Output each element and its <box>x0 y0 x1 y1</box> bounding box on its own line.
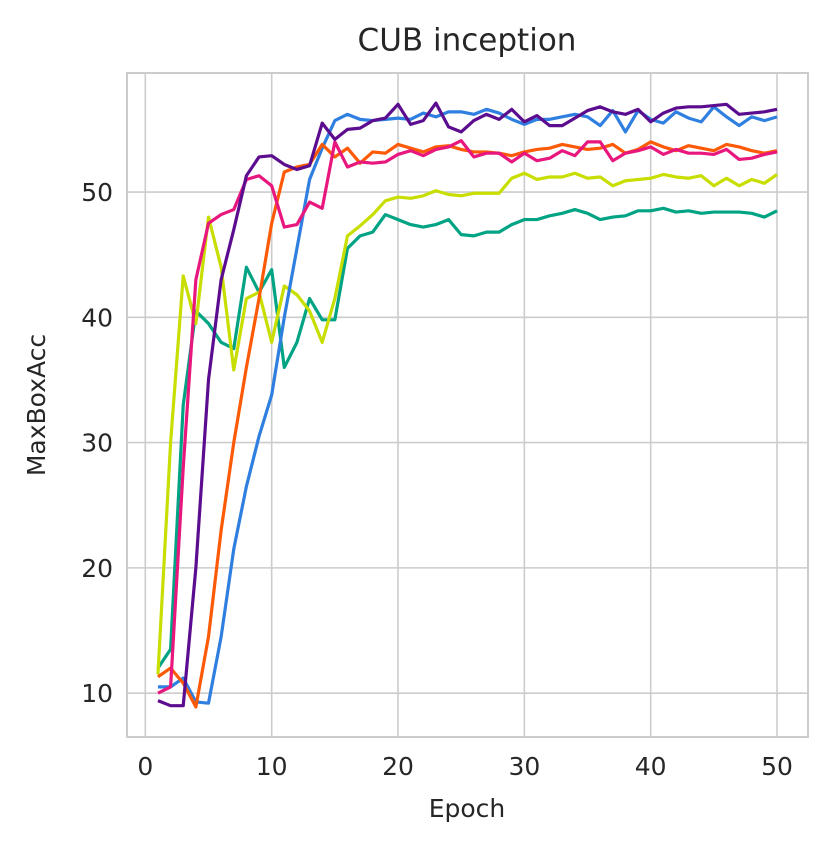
x-tick-label: 40 <box>635 752 667 781</box>
lines <box>156 101 778 709</box>
x-tick-label: 30 <box>508 752 540 781</box>
series-line <box>156 171 778 675</box>
x-tick-label: 0 <box>137 752 153 781</box>
series-line <box>157 101 778 708</box>
plot-area <box>127 73 808 737</box>
y-tick-label: 10 <box>81 679 113 708</box>
y-tick-label: 30 <box>81 429 113 458</box>
plot-frame <box>126 72 809 738</box>
y-tick-label: 50 <box>81 178 113 207</box>
y-tick-label: 40 <box>81 303 113 332</box>
y-axis-label: MaxBoxAcc <box>22 334 51 476</box>
chart-title: CUB inception <box>358 23 577 59</box>
series-line <box>157 105 778 705</box>
x-axis-label: Epoch <box>429 794 506 823</box>
x-tick-label: 20 <box>382 752 414 781</box>
x-tick-label: 10 <box>256 752 288 781</box>
series-line <box>157 139 778 695</box>
x-tick-label: 50 <box>761 752 793 781</box>
y-tick-label: 20 <box>81 554 113 583</box>
